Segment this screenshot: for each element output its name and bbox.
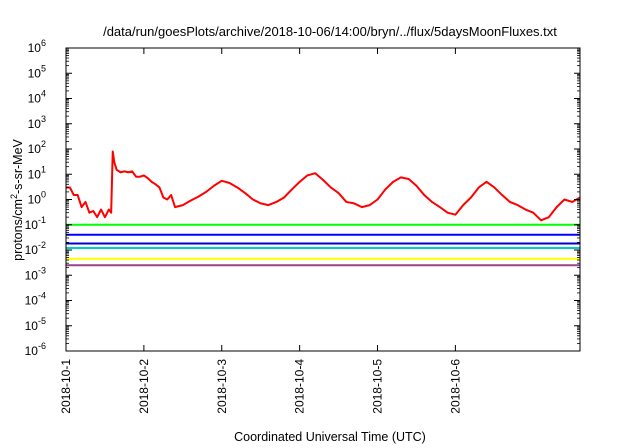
y-tick-base: 10	[25, 344, 39, 358]
y-tick-exponent: -5	[38, 316, 46, 326]
y-tick-label: 103	[28, 114, 46, 131]
y-tick-exponent: -4	[38, 291, 46, 301]
y-tick-exponent: 6	[41, 38, 46, 48]
y-tick-base: 10	[28, 41, 42, 55]
x-tick-label: 2018-10-4	[293, 359, 307, 414]
y-tick-base: 10	[28, 117, 42, 131]
y-tick-base: 10	[28, 167, 42, 181]
series-layer	[66, 150, 581, 267]
x-tick-label: 2018-10-6	[448, 359, 462, 414]
y-tick-label: 10-4	[25, 291, 46, 308]
y-tick-exponent: -2	[38, 240, 46, 250]
y-tick-base: 10	[28, 142, 42, 156]
x-tick-label: 2018-10-3	[215, 359, 229, 414]
y-tick-base: 10	[25, 319, 39, 333]
chart-title: /data/run/goesPlots/archive/2018-10-06/1…	[103, 24, 557, 39]
y-tick-base: 10	[28, 193, 42, 207]
x-tick-label: 2018-10-1	[59, 359, 73, 414]
y-tick-label: 102	[28, 139, 46, 156]
y-axis-label-prefix: protons/cm	[11, 199, 25, 261]
series-line-1	[66, 150, 581, 222]
y-tick-label: 10-6	[25, 341, 46, 358]
ticks-layer: 10-610-510-410-310-210-11001011021031041…	[25, 38, 580, 414]
plot-frame	[65, 47, 581, 352]
y-tick-label: 101	[28, 164, 46, 181]
y-tick-exponent: 4	[41, 89, 46, 99]
y-tick-exponent: 1	[41, 164, 46, 174]
y-tick-label: 10-1	[25, 215, 46, 232]
y-tick-base: 10	[25, 218, 39, 232]
y-tick-base: 10	[25, 243, 39, 257]
y-tick-label: 10-5	[25, 316, 46, 333]
y-tick-exponent: -1	[38, 215, 46, 225]
y-tick-base: 10	[28, 66, 42, 80]
y-tick-label: 10-3	[25, 265, 46, 282]
y-tick-exponent: 0	[41, 190, 46, 200]
y-axis-label: protons/cm2-s-sr-MeV	[9, 138, 25, 260]
x-tick-label: 2018-10-5	[371, 359, 385, 414]
y-tick-exponent: 5	[41, 63, 46, 73]
y-tick-label: 10-2	[25, 240, 46, 257]
x-tick-label: 2018-10-2	[137, 359, 151, 414]
y-tick-exponent: 3	[41, 114, 46, 124]
y-tick-exponent: -3	[38, 265, 46, 275]
svg-text:protons/cm2-s-sr-MeV: protons/cm2-s-sr-MeV	[9, 138, 25, 260]
x-axis-label: Coordinated Universal Time (UTC)	[234, 430, 426, 444]
y-axis-label-superscript: 2	[9, 194, 19, 199]
y-tick-label: 106	[28, 38, 46, 55]
y-tick-base: 10	[28, 92, 42, 106]
y-tick-exponent: -6	[38, 341, 46, 351]
y-tick-label: 100	[28, 190, 46, 207]
y-tick-exponent: 2	[41, 139, 46, 149]
y-tick-label: 105	[28, 63, 46, 80]
y-tick-base: 10	[25, 268, 39, 282]
y-axis-label-suffix: -s-sr-MeV	[11, 138, 25, 194]
y-tick-label: 104	[28, 89, 46, 106]
y-tick-base: 10	[25, 294, 39, 308]
